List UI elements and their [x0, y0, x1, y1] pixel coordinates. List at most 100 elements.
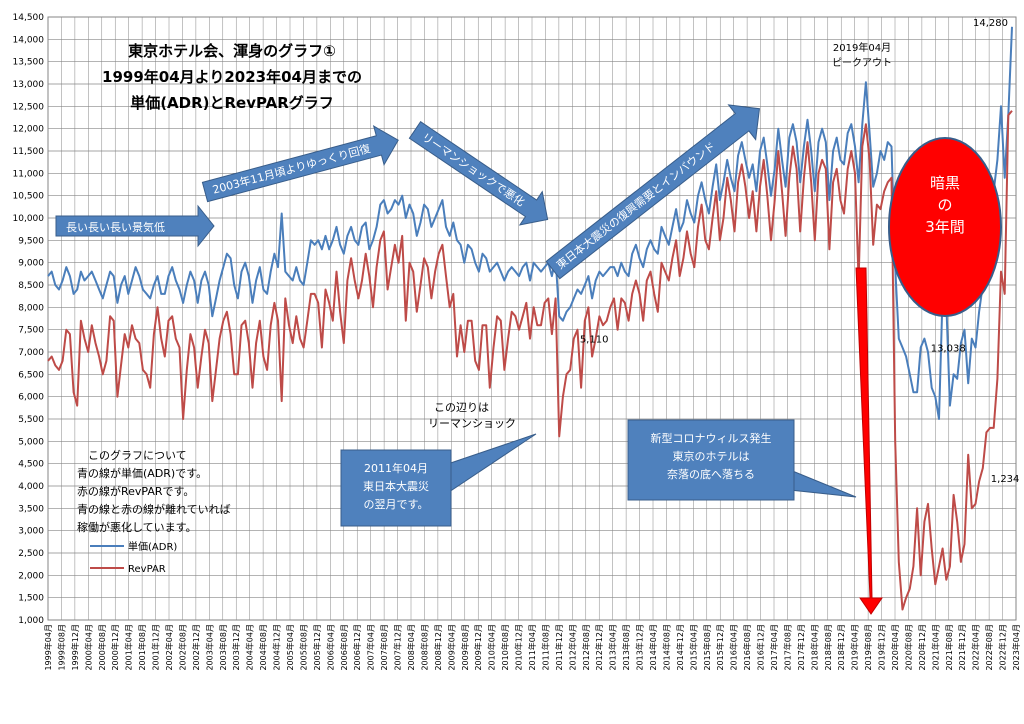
x-tick-label: 2001年04月 — [124, 624, 134, 671]
data-label: 14,280 — [973, 18, 1008, 29]
x-tick-label: 2018年04月 — [809, 624, 819, 671]
x-tick-label: 2014年04月 — [648, 624, 658, 671]
y-tick-label: 14,500 — [13, 13, 45, 23]
explain-line-3: 赤の線がRevPARです。 — [77, 484, 194, 498]
y-tick-label: 3,500 — [18, 504, 44, 514]
x-tick-label: 2001年08月 — [137, 624, 147, 671]
peak-note-line-2: ピークアウト — [832, 57, 892, 69]
data-label: 13,038 — [931, 344, 966, 355]
red-down-arrow — [855, 267, 883, 615]
x-tick-label: 2020年12月 — [917, 624, 927, 671]
covid-callout-line-2: 東京のホテルは — [673, 449, 750, 463]
x-tick-label: 2015年08月 — [702, 624, 712, 671]
x-tick-label: 2011年12月 — [554, 624, 564, 671]
x-tick-label: 2006年08月 — [339, 624, 349, 671]
quake-callout-box — [340, 449, 452, 527]
y-tick-label: 1,000 — [18, 616, 44, 626]
y-tick-label: 12,000 — [13, 125, 45, 135]
y-tick-label: 8,500 — [18, 281, 44, 291]
x-tick-label: 2004年04月 — [245, 624, 255, 671]
y-tick-label: 6,500 — [18, 370, 44, 380]
x-tick-label: 2012年04月 — [567, 624, 577, 671]
covid-callout-pointer — [789, 469, 857, 498]
quake-callout-line-2: 東日本大震災 — [363, 479, 429, 493]
y-axis: 1,000 1,500 2,000 2,500 3,000 3,500 4,000 4,500… — [13, 13, 45, 626]
x-tick-label: 2001年12月 — [151, 624, 161, 671]
endpoint-labels: 13,038 14,280 5,110 1,234 — [580, 18, 1020, 485]
arrow-lehman-label: リーマンショックで悪化 — [419, 130, 527, 209]
x-tick-label: 2012年08月 — [581, 624, 591, 671]
x-tick-label: 2009年12月 — [473, 624, 483, 671]
y-tick-label: 5,500 — [18, 415, 44, 425]
covid-callout-box — [627, 419, 795, 501]
data-label: 5,110 — [580, 335, 609, 346]
x-tick-label: 2002年04月 — [164, 624, 174, 671]
legend-revpar-label: RevPAR — [128, 564, 166, 575]
x-tick-label: 2017年04月 — [769, 624, 779, 671]
y-tick-label: 9,500 — [18, 236, 44, 246]
x-tick-label: 2014年12月 — [675, 624, 685, 671]
y-tick-label: 13,000 — [13, 80, 45, 90]
x-tick-label: 2018年08月 — [823, 624, 833, 671]
x-tick-label: 2008年12月 — [433, 624, 443, 671]
x-tick-label: 2010年12月 — [514, 624, 524, 671]
data-label: 1,234 — [991, 474, 1020, 485]
legend-adr-label: 単価(ADR) — [128, 540, 177, 553]
x-tick-label: 2014年08月 — [661, 624, 671, 671]
x-tick-label: 2003年04月 — [204, 624, 214, 671]
x-tick-label: 2022年08月 — [984, 624, 994, 671]
x-tick-label: 2002年12月 — [191, 624, 201, 671]
x-tick-label: 2021年04月 — [930, 624, 940, 671]
x-tick-label: 2013年12月 — [635, 624, 645, 671]
x-tick-label: 2012年12月 — [594, 624, 604, 671]
y-tick-label: 7,000 — [18, 348, 44, 358]
x-tick-label: 2013年08月 — [621, 624, 631, 671]
explain-line-5: 稼働が悪化しています。 — [77, 520, 197, 534]
y-tick-label: 14,000 — [13, 35, 45, 45]
lehman-note-line-1: この辺りは — [434, 401, 489, 414]
x-tick-label: 2020年08月 — [903, 624, 913, 671]
x-tick-label: 2016年12月 — [756, 624, 766, 671]
chart-title-line-1: 東京ホテル会、渾身のグラフ① — [128, 42, 336, 60]
chart-title-line-2: 1999年04月より2023年04月までの — [102, 68, 362, 86]
x-tick-label: 2009年04月 — [446, 624, 456, 671]
x-tick-label: 2005年12月 — [312, 624, 322, 671]
x-tick-label: 2006年04月 — [325, 624, 335, 671]
lehman-note-line-2: リーマンショック — [428, 417, 516, 430]
x-tick-label: 2007年12月 — [393, 624, 403, 671]
y-tick-label: 4,500 — [18, 460, 44, 470]
arrow-recovery: 2003年11月頃よりゆっくり回復 — [201, 125, 399, 203]
dark-years-line-2: の — [937, 196, 952, 214]
x-tick-label: 2004年08月 — [258, 624, 268, 671]
quake-callout-line-1: 2011年04月 — [364, 461, 428, 475]
x-tick-label: 1999年08月 — [56, 624, 66, 671]
x-tick-label: 2018年12月 — [836, 624, 846, 671]
explain-line-2: 青の線が単価(ADR)です。 — [77, 466, 207, 480]
x-tick-label: 2002年08月 — [177, 624, 187, 671]
x-tick-label: 2019年04月 — [850, 624, 860, 671]
x-tick-label: 2010年08月 — [500, 624, 510, 671]
series-line-revpar — [47, 110, 1013, 611]
x-tick-label: 2013年04月 — [608, 624, 618, 671]
x-tick-label: 1999年12月 — [70, 624, 80, 671]
x-tick-label: 2019年12月 — [877, 624, 887, 671]
x-tick-label: 2023年04月 — [1011, 624, 1021, 671]
x-tick-label: 2022年12月 — [998, 624, 1008, 671]
quake-callout-line-3: の翌月です。 — [364, 498, 429, 511]
x-tick-label: 2005年04月 — [285, 624, 295, 671]
y-tick-label: 12,500 — [13, 102, 45, 112]
x-tick-label: 2008年08月 — [419, 624, 429, 671]
x-tick-label: 2017年12月 — [796, 624, 806, 671]
y-tick-label: 11,000 — [13, 169, 45, 179]
dark-years-oval — [888, 137, 1002, 317]
peak-note-line-1: 2019年04月 — [833, 41, 891, 54]
x-tick-label: 2011年04月 — [527, 624, 537, 671]
x-tick-label: 2011年08月 — [540, 624, 550, 671]
x-tick-label: 2021年08月 — [944, 624, 954, 671]
x-tick-label: 2003年12月 — [231, 624, 241, 671]
y-tick-label: 3,000 — [18, 527, 44, 537]
x-tick-label: 2016年04月 — [729, 624, 739, 671]
dark-years-line-1: 暗黒 — [930, 174, 960, 192]
y-tick-label: 10,000 — [13, 214, 45, 224]
